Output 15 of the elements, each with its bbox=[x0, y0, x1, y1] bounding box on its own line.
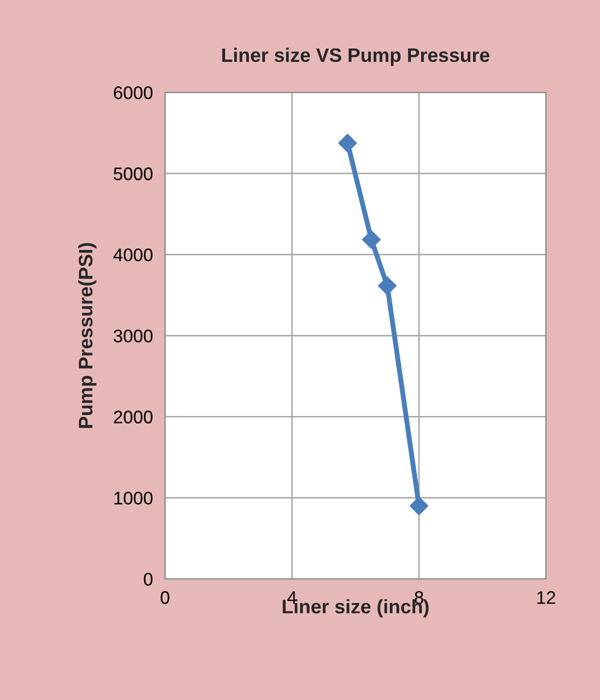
y-tick-label: 3000 bbox=[114, 330, 152, 342]
point bbox=[410, 496, 428, 516]
y-axis-title: Pump Pressure(PSI) bbox=[78, 243, 96, 428]
y-tick-label: 4000 bbox=[113, 248, 152, 262]
y-tick-label: 1000 bbox=[114, 492, 152, 505]
point bbox=[338, 134, 357, 152]
x-tick-label: 12 bbox=[537, 591, 556, 604]
x-tick-label: 0 bbox=[160, 591, 170, 604]
y-tick-label: 5000 bbox=[114, 167, 152, 180]
y-tick-label: 0 bbox=[144, 572, 152, 586]
chart-title: Liner size VS Pump Pressure bbox=[222, 48, 490, 66]
point bbox=[362, 230, 381, 249]
y-tick-label: 2000 bbox=[114, 410, 152, 424]
point bbox=[378, 276, 397, 296]
y-tick-label: 6000 bbox=[114, 86, 152, 100]
